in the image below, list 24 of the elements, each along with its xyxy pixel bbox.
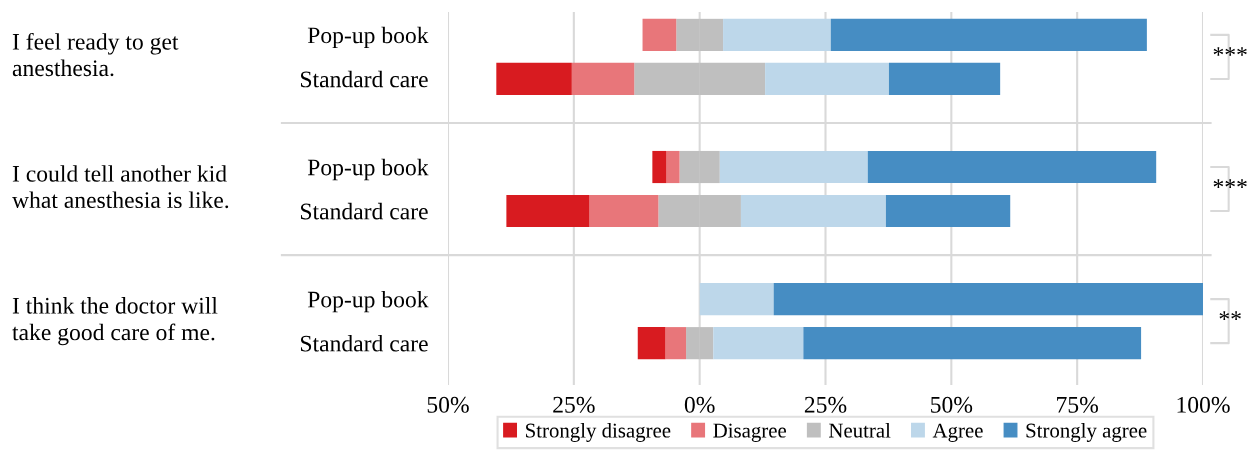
legend-label: Neutral — [829, 422, 891, 438]
y-tick-label: Standard care — [301, 70, 428, 88]
x-tick-label: 0% — [684, 396, 715, 413]
text: ** — [1219, 311, 1241, 321]
x-tick-label: 50% — [427, 396, 469, 413]
text: I think the doctor will take good care of me. — [12, 297, 218, 346]
y-tick-label: Standard care — [301, 334, 428, 352]
text: *** — [1213, 179, 1247, 188]
legend-label: Agree — [932, 423, 983, 442]
y-tick-label: Pop-up book — [307, 26, 429, 49]
x-tick-label: 25% — [553, 396, 595, 413]
legend-label: Disagree — [713, 423, 787, 442]
x-tick-label: 100% — [1177, 396, 1230, 413]
x-tick-label: 50% — [931, 396, 973, 413]
text: I feel ready to get anesthesia. — [12, 32, 179, 77]
y-tick-label: Pop-up book — [307, 290, 429, 313]
text: *** — [1213, 47, 1247, 56]
x-tick-label: 25% — [804, 396, 847, 413]
legend-label: Strongly agree — [1026, 422, 1147, 442]
y-tick-label: Standard care — [301, 202, 428, 220]
x-tick-label: 75% — [1057, 396, 1098, 413]
text: I could tell another kid what anesthesia is like. — [12, 165, 229, 209]
y-tick-label: Pop-up book — [307, 158, 429, 181]
legend-label: Strongly disagree — [526, 422, 671, 442]
